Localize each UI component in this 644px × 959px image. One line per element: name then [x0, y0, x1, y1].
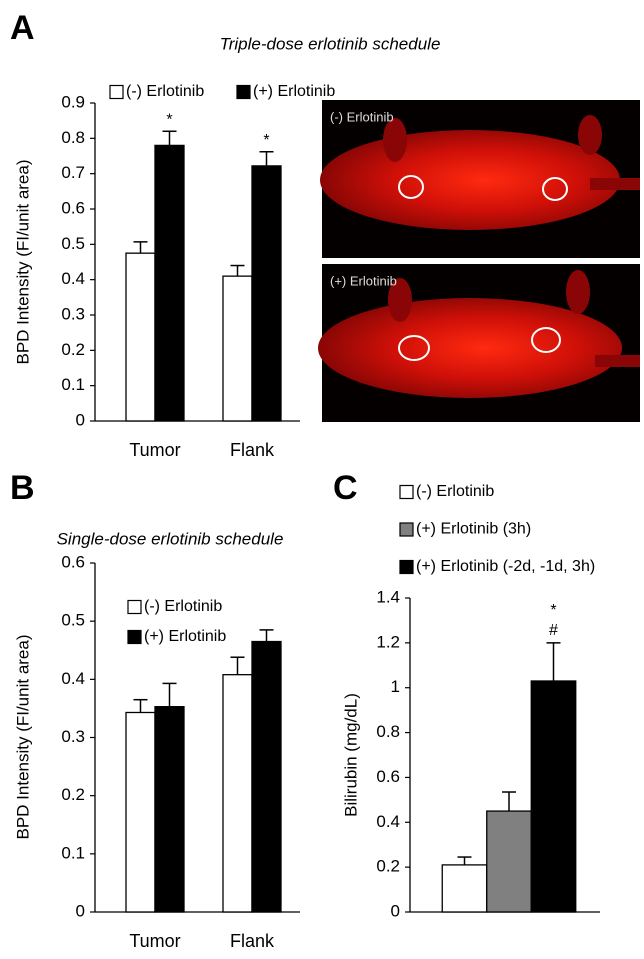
y-tick-label: 1.4	[376, 587, 400, 606]
panel-letter: C	[333, 469, 358, 507]
bar	[441, 864, 488, 913]
bar	[222, 275, 253, 422]
mouse-image	[320, 100, 640, 258]
legend-swatch	[399, 484, 414, 500]
y-tick-label: 0	[391, 901, 400, 920]
image-label: (+) Erlotinib	[330, 273, 397, 288]
significance-marker: *	[166, 111, 172, 128]
legend-label: (-) Erlotinib	[126, 83, 204, 100]
panel-title: Single-dose erlotinib schedule	[57, 529, 284, 548]
y-axis-title: Bilirubin (mg/dL)	[341, 693, 360, 817]
legend-label: (+) Erlotinib (3h)	[416, 521, 531, 538]
significance-marker: #	[549, 622, 558, 639]
y-tick-label: 0.2	[61, 340, 85, 359]
y-tick-label: 0	[76, 410, 85, 429]
bar	[154, 144, 185, 422]
legend-swatch	[109, 84, 124, 100]
y-tick-label: 1.2	[376, 632, 400, 651]
y-tick-label: 0.8	[61, 128, 85, 147]
y-tick-label: 0.5	[61, 234, 85, 253]
y-tick-label: 0.6	[61, 552, 85, 571]
y-tick-label: 0.1	[61, 375, 85, 394]
legend-swatch	[127, 629, 142, 645]
y-tick-label: 0.5	[61, 611, 85, 630]
bar	[486, 810, 532, 913]
bar	[222, 674, 253, 913]
y-tick-label: 0.6	[376, 767, 400, 786]
bar	[530, 680, 577, 913]
legend-swatch	[236, 84, 251, 100]
legend-swatch	[399, 522, 414, 537]
legend-label: (-) Erlotinib	[144, 598, 222, 615]
panel-letter: A	[10, 9, 35, 47]
legend-label: (+) Erlotinib (-2d, -1d, 3h)	[416, 558, 595, 575]
y-tick-label: 0.4	[376, 812, 400, 831]
y-tick-label: 0	[76, 901, 85, 920]
legend-swatch	[399, 559, 414, 575]
x-tick-label: Flank	[230, 931, 275, 951]
x-tick-label: Flank	[230, 440, 275, 460]
y-tick-label: 0.8	[376, 722, 400, 741]
significance-marker: *	[550, 602, 556, 619]
legend-label: (-) Erlotinib	[416, 483, 494, 500]
bar	[251, 640, 282, 913]
mouse-image	[318, 264, 640, 422]
y-tick-label: 1	[391, 677, 400, 696]
significance-marker: *	[263, 132, 269, 149]
bar	[154, 706, 185, 913]
image-label: (-) Erlotinib	[330, 109, 394, 124]
y-tick-label: 0.2	[61, 785, 85, 804]
y-axis-title: BPD Intensity (FI/unit area)	[13, 634, 32, 839]
x-tick-label: Tumor	[129, 931, 180, 951]
bar	[125, 252, 156, 422]
panel-letter: B	[10, 469, 35, 507]
x-tick-label: Tumor	[129, 440, 180, 460]
y-tick-label: 0.2	[376, 857, 400, 876]
legend-label: (+) Erlotinib	[253, 83, 335, 100]
y-tick-label: 0.3	[61, 727, 85, 746]
y-tick-label: 0.3	[61, 304, 85, 323]
y-tick-label: 0.4	[61, 669, 85, 688]
y-tick-label: 0.4	[61, 269, 85, 288]
bar	[251, 165, 282, 422]
y-tick-label: 0.9	[61, 92, 85, 111]
panel-title: Triple-dose erlotinib schedule	[220, 34, 441, 53]
legend-swatch	[127, 599, 142, 615]
legend-label: (+) Erlotinib	[144, 628, 226, 645]
bar	[125, 711, 156, 913]
y-tick-label: 0.7	[61, 163, 85, 182]
y-tick-label: 0.1	[61, 843, 85, 862]
y-tick-label: 0.6	[61, 198, 85, 217]
y-axis-title: BPD Intensity (FI/unit area)	[13, 159, 32, 364]
